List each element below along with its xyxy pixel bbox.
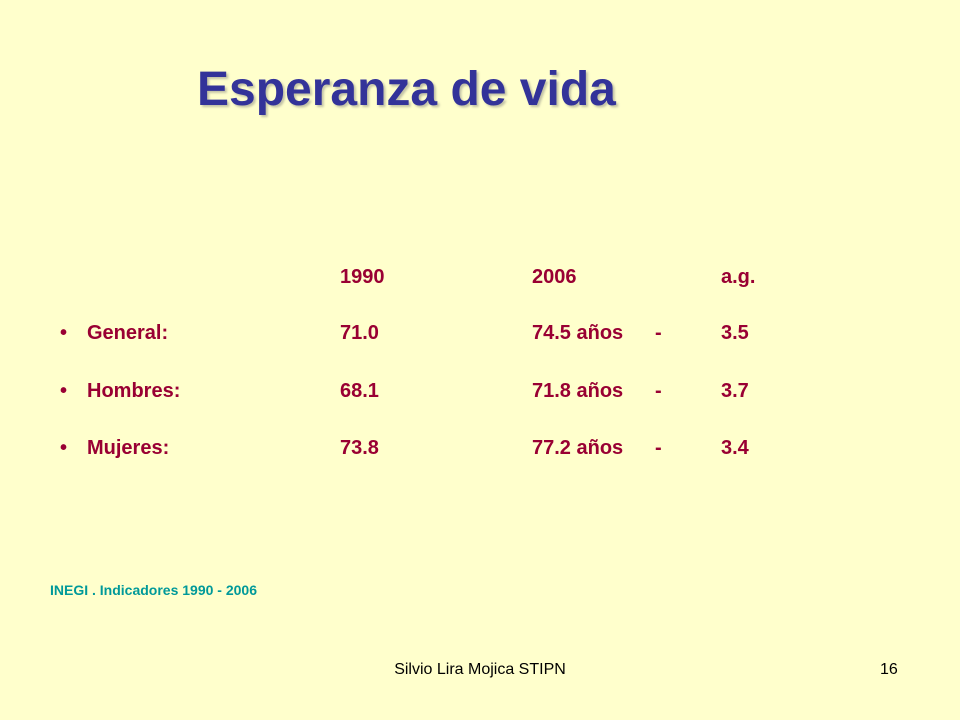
separator-dash: - [655, 322, 662, 344]
value-ag: 3.7 [721, 380, 749, 402]
value-2006: 74.5 años [532, 322, 624, 344]
list-item-general: • General: 71.0 74.5 años - 3.5 [0, 318, 960, 348]
slide-title: Esperanza de vida [197, 63, 616, 116]
list-item-mujeres: • Mujeres: 73.8 77.2 años - 3.4 [0, 433, 960, 463]
column-header-ag: a.g. [721, 266, 756, 288]
row-label: Hombres: [87, 380, 181, 402]
bullet-icon: • [60, 380, 68, 402]
page-number: 16 [880, 661, 898, 678]
source-note: INEGI . Indicadores 1990 - 2006 [50, 582, 257, 598]
row-label: General: [87, 322, 169, 344]
value-2006: 71.8 años [532, 380, 624, 402]
column-header-row: 1990 2006 a.g. [0, 262, 960, 292]
footer-author: Silvio Lira Mojica STIPN [394, 661, 566, 678]
list-item-hombres: • Hombres: 68.1 71.8 años - 3.7 [0, 376, 960, 406]
separator-dash: - [655, 437, 662, 459]
value-1990: 73.8 [340, 437, 379, 459]
value-ag: 3.5 [721, 322, 749, 344]
row-label: Mujeres: [87, 437, 170, 459]
value-ag: 3.4 [721, 437, 749, 459]
bullet-icon: • [60, 322, 68, 344]
value-2006: 77.2 años [532, 437, 624, 459]
value-1990: 71.0 [340, 322, 379, 344]
value-1990: 68.1 [340, 380, 379, 402]
column-header-1990: 1990 [340, 266, 385, 288]
column-header-2006: 2006 [532, 266, 577, 288]
separator-dash: - [655, 380, 662, 402]
bullet-icon: • [60, 437, 68, 459]
